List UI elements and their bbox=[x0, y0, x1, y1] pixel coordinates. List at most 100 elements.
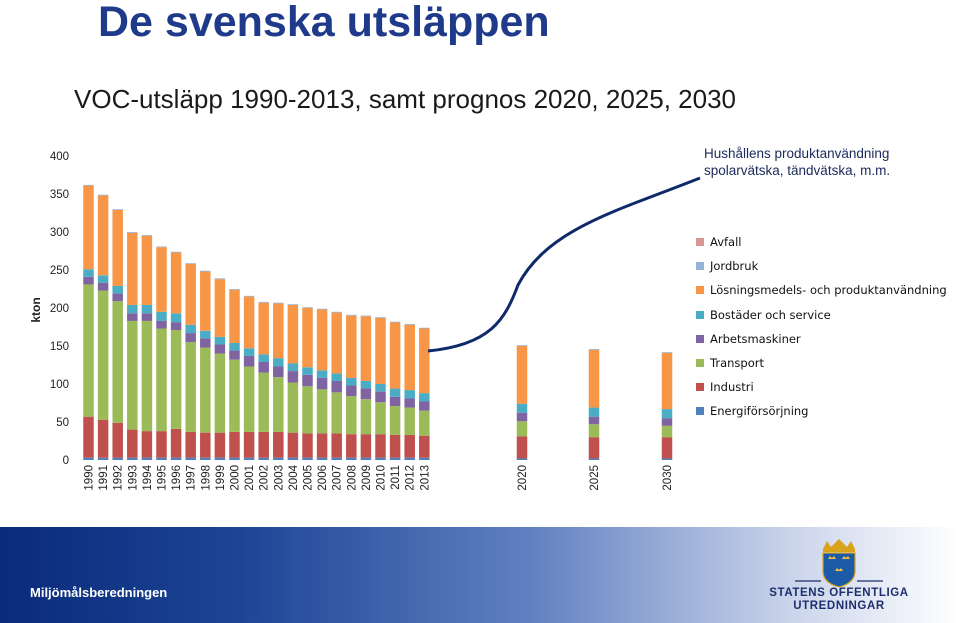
bar-segment bbox=[419, 435, 430, 458]
legend-swatch bbox=[696, 407, 704, 416]
bar-segment bbox=[243, 366, 255, 432]
legend-label: Industri bbox=[710, 380, 754, 395]
bar-segment bbox=[419, 393, 430, 402]
bar-segment bbox=[516, 421, 528, 437]
bar-segment bbox=[258, 457, 269, 460]
bar-segment bbox=[200, 270, 211, 272]
bar-segment bbox=[287, 304, 299, 305]
bar-segment bbox=[287, 304, 299, 364]
bar-segment bbox=[316, 389, 328, 434]
bar-segment bbox=[127, 313, 138, 321]
annotation-line-1: Hushållens produktanvändning bbox=[704, 146, 890, 161]
bar-segment bbox=[97, 282, 109, 291]
bar-segment bbox=[83, 185, 94, 270]
bar-segment bbox=[156, 431, 167, 458]
legend-swatch bbox=[696, 383, 704, 392]
bar-segment bbox=[588, 458, 600, 460]
legend-swatch bbox=[696, 238, 704, 247]
bar-segment bbox=[214, 336, 226, 345]
bar-segment bbox=[83, 184, 94, 186]
bar-segment bbox=[287, 371, 299, 383]
bar-segment bbox=[331, 311, 342, 313]
bar-segment bbox=[214, 457, 226, 460]
y-tick-label: 250 bbox=[50, 265, 69, 277]
bar-segment bbox=[170, 252, 182, 314]
bar-segment bbox=[258, 431, 269, 458]
x-tick-label: 1999 bbox=[215, 465, 227, 491]
bar-segment bbox=[141, 431, 153, 458]
bar-segment bbox=[389, 396, 401, 407]
bar-segment bbox=[273, 366, 284, 378]
bar-segment bbox=[516, 403, 528, 413]
bar-segment bbox=[243, 457, 255, 460]
bar-segment bbox=[141, 304, 153, 314]
bar-segment bbox=[258, 361, 269, 373]
legend-label: Lösningsmedels- och produktanvändning bbox=[710, 283, 947, 298]
bar-segment bbox=[258, 354, 269, 362]
bar-segment bbox=[316, 308, 328, 310]
x-tick-label: 2020 bbox=[517, 465, 529, 491]
bar-segment bbox=[170, 322, 182, 331]
bar-segment bbox=[331, 373, 342, 381]
bar-segment bbox=[375, 402, 386, 435]
legend-item: Industri bbox=[696, 375, 947, 399]
bar-segment bbox=[661, 418, 673, 426]
bar-segment bbox=[185, 342, 196, 432]
bar-segment bbox=[287, 457, 299, 460]
bar-segment bbox=[661, 458, 673, 460]
x-tick-label: 2003 bbox=[273, 465, 285, 491]
bar-segment bbox=[243, 431, 255, 458]
bar-segment bbox=[112, 457, 123, 460]
bar-segment bbox=[229, 342, 240, 351]
legend-swatch bbox=[696, 359, 704, 368]
legend-item: Avfall bbox=[696, 230, 947, 254]
bar-segment bbox=[346, 315, 357, 378]
x-tick-label: 2007 bbox=[332, 465, 344, 491]
bar-segment bbox=[516, 345, 528, 346]
bar-segment bbox=[127, 232, 138, 305]
logo-text-line-1: STATENS OFFENTLIGA bbox=[769, 587, 909, 599]
bar-segment bbox=[588, 349, 600, 350]
bar-segment bbox=[170, 457, 182, 460]
bar-segment bbox=[302, 457, 313, 460]
bar-segment bbox=[83, 276, 94, 285]
bar-segment bbox=[516, 458, 528, 460]
legend-item: Jordbruk bbox=[696, 254, 947, 278]
bar-segment bbox=[360, 399, 372, 435]
bar-segment bbox=[661, 425, 673, 438]
bar-segment bbox=[229, 457, 240, 460]
bar-segment bbox=[258, 301, 269, 303]
bar-segment bbox=[127, 320, 138, 430]
bar-segment bbox=[243, 296, 255, 349]
bar-segment bbox=[243, 348, 255, 356]
legend-swatch bbox=[696, 262, 704, 271]
x-tick-label: 2008 bbox=[346, 465, 358, 491]
bar-segment bbox=[214, 353, 226, 433]
bar-segment bbox=[588, 416, 600, 425]
annotation-line-2: spolarvätska, tändvätska, m.m. bbox=[704, 163, 891, 178]
bar-segment bbox=[229, 350, 240, 360]
bar-segment bbox=[661, 352, 673, 410]
bar-segment bbox=[661, 352, 673, 353]
bar-segment bbox=[127, 429, 138, 458]
bar-segment bbox=[360, 380, 372, 389]
x-tick-label: 2009 bbox=[361, 465, 373, 491]
x-tick-label: 2012 bbox=[405, 465, 417, 491]
bar-segment bbox=[156, 246, 167, 248]
bar-segment bbox=[141, 313, 153, 321]
bar-segment bbox=[316, 433, 328, 458]
bar-segment bbox=[302, 308, 313, 368]
bar-segment bbox=[97, 194, 109, 196]
bar-segment bbox=[83, 457, 94, 460]
bar-segment bbox=[214, 279, 226, 337]
bar-segment bbox=[214, 432, 226, 458]
bars bbox=[83, 184, 673, 460]
bar-segment bbox=[316, 309, 328, 371]
x-tick-label: 2030 bbox=[662, 465, 674, 491]
legend-item: Energiförsörjning bbox=[696, 399, 947, 423]
x-tick-label: 2013 bbox=[419, 465, 431, 491]
x-tick-label: 2004 bbox=[288, 464, 300, 490]
y-tick-label: 350 bbox=[50, 189, 69, 201]
bar-segment bbox=[112, 293, 123, 302]
